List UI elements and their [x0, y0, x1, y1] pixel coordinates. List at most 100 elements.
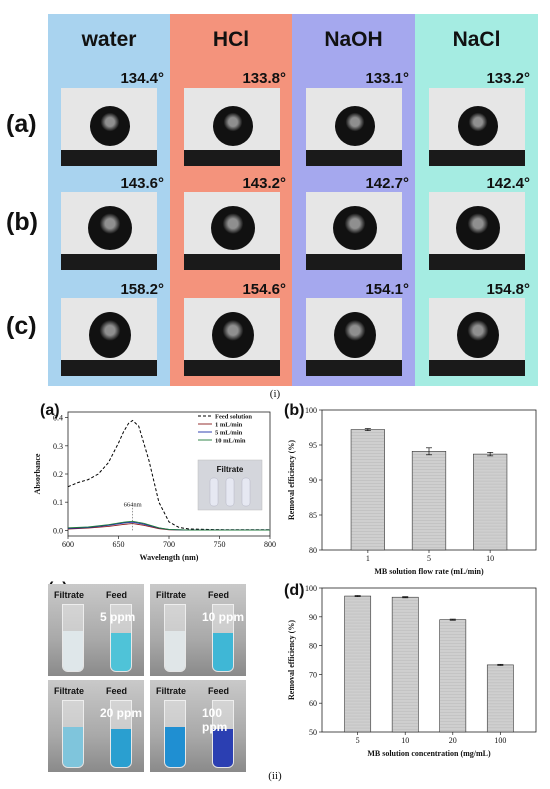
- feed-label: Feed: [208, 686, 230, 696]
- y-tick-label: 70: [309, 670, 317, 679]
- y-tick-label: 95: [309, 441, 317, 450]
- droplet-image: [429, 192, 525, 270]
- x-tick-label: 20: [449, 736, 457, 745]
- x-tick-label: 5: [427, 554, 431, 563]
- column-header-naoh: NaOH: [324, 28, 383, 51]
- angle-label: 154.1°: [365, 281, 409, 298]
- y-axis-title: Removal efficiency (%): [287, 620, 296, 700]
- bar: [411, 450, 447, 551]
- y-tick-label: 100: [305, 584, 317, 593]
- column-header-hcl: HCl: [212, 28, 250, 51]
- y-axis-title: Absorbance: [33, 453, 42, 494]
- droplet-image: [306, 88, 402, 166]
- feed-label: Feed: [106, 686, 128, 696]
- concentration-label: 5 ppm: [100, 610, 136, 624]
- vial-photo: Filtrate Feed 20 ppm: [48, 680, 144, 772]
- angle-label: 142.4°: [486, 175, 530, 192]
- filtrate-liquid: [165, 727, 185, 767]
- feed-liquid: [213, 633, 233, 671]
- x-tick-label: 1: [366, 554, 370, 563]
- feed-tube: [212, 700, 234, 768]
- row-label-c: (c): [6, 312, 37, 340]
- filtrate-vial: [225, 477, 235, 507]
- y-tick-label: 90: [309, 613, 317, 622]
- bar: [350, 429, 385, 551]
- y-tick-label: 85: [309, 511, 317, 520]
- feed-liquid: [213, 729, 233, 767]
- angle-label: 154.6°: [242, 281, 286, 298]
- concentration-label: 20 ppm: [100, 706, 143, 720]
- bar: [486, 664, 514, 733]
- angle-label: 158.2°: [120, 281, 164, 298]
- filtrate-label: Filtrate: [54, 686, 85, 696]
- angle-label: 143.2°: [242, 175, 286, 192]
- y-tick-label: 90: [309, 476, 317, 485]
- y-tick-label: 0.0: [53, 526, 63, 535]
- droplet-image: [306, 298, 402, 376]
- legend-label: 10 mL/min: [215, 437, 246, 444]
- legend-label: 1 mL/min: [215, 421, 243, 428]
- angle-label: 143.6°: [120, 175, 164, 192]
- droplet-image: [61, 192, 157, 270]
- filtrate-tube: [164, 700, 186, 768]
- column-header-nacl: NaCl: [452, 28, 501, 51]
- feed-label: Feed: [106, 590, 128, 600]
- filtrate-tube: [62, 700, 84, 768]
- angle-label: 133.2°: [486, 70, 530, 87]
- row-label-b: (b): [6, 208, 38, 236]
- bar: [439, 619, 467, 733]
- filtrate-tube: [164, 604, 186, 672]
- feed-tube: [110, 700, 132, 768]
- filtrate-liquid: [63, 727, 83, 767]
- feed-label: Feed: [208, 590, 230, 600]
- filtrate-liquid: [63, 631, 83, 671]
- droplet-image: [184, 192, 280, 270]
- angle-label: 133.1°: [365, 70, 409, 87]
- droplet-image: [61, 88, 157, 166]
- column-header-water: water: [81, 28, 137, 51]
- series-line-0: [67, 419, 270, 531]
- y-axis-title: Removal efficiency (%): [287, 440, 296, 520]
- x-axis-title: MB solution concentration (mg/mL): [367, 749, 491, 758]
- filtrate-label: Filtrate: [156, 590, 187, 600]
- x-tick-label: 5: [356, 736, 360, 745]
- filtrate-label: Filtrate: [156, 686, 187, 696]
- feed-liquid: [111, 633, 131, 671]
- vial-photo: Filtrate Feed 100 ppm: [150, 680, 246, 772]
- row-label-a: (a): [6, 110, 37, 138]
- y-tick-label: 0.4: [53, 414, 63, 423]
- droplet-image: [184, 298, 280, 376]
- y-tick-label: 80: [309, 642, 317, 651]
- legend-label: 5 mL/min: [215, 429, 243, 436]
- concentration-label: 10 ppm: [202, 610, 245, 624]
- vial-photo: Filtrate Feed 10 ppm: [150, 584, 246, 676]
- subpanel-label-a: (a): [40, 402, 60, 419]
- x-axis-title: Wavelength (nm): [140, 553, 199, 562]
- filtrate-vial: [209, 477, 219, 507]
- feed-tube: [110, 604, 132, 672]
- x-tick-label: 800: [264, 540, 276, 549]
- y-tick-label: 100: [305, 406, 317, 415]
- droplet-image: [429, 88, 525, 166]
- figure-caption-i: (i): [269, 388, 281, 400]
- x-tick-label: 750: [214, 540, 226, 549]
- x-tick-label: 10: [486, 554, 494, 563]
- inset-label: Filtrate: [217, 465, 244, 474]
- subpanel-label-b: (b): [284, 402, 305, 419]
- x-tick-label: 600: [62, 540, 74, 549]
- y-tick-label: 0.1: [53, 498, 63, 507]
- x-tick-label: 700: [163, 540, 175, 549]
- x-tick-label: 650: [113, 540, 125, 549]
- feed-tube: [212, 604, 234, 672]
- peak-label: 664nm: [124, 501, 142, 508]
- droplet-image: [184, 88, 280, 166]
- bar: [344, 595, 372, 733]
- angle-label: 133.8°: [242, 70, 286, 87]
- vial-photo: Filtrate Feed 5 ppm: [48, 584, 144, 676]
- series-line-3: [67, 520, 270, 531]
- y-tick-label: 0.2: [53, 470, 63, 479]
- feed-liquid: [111, 729, 131, 767]
- x-tick-label: 100: [494, 736, 506, 745]
